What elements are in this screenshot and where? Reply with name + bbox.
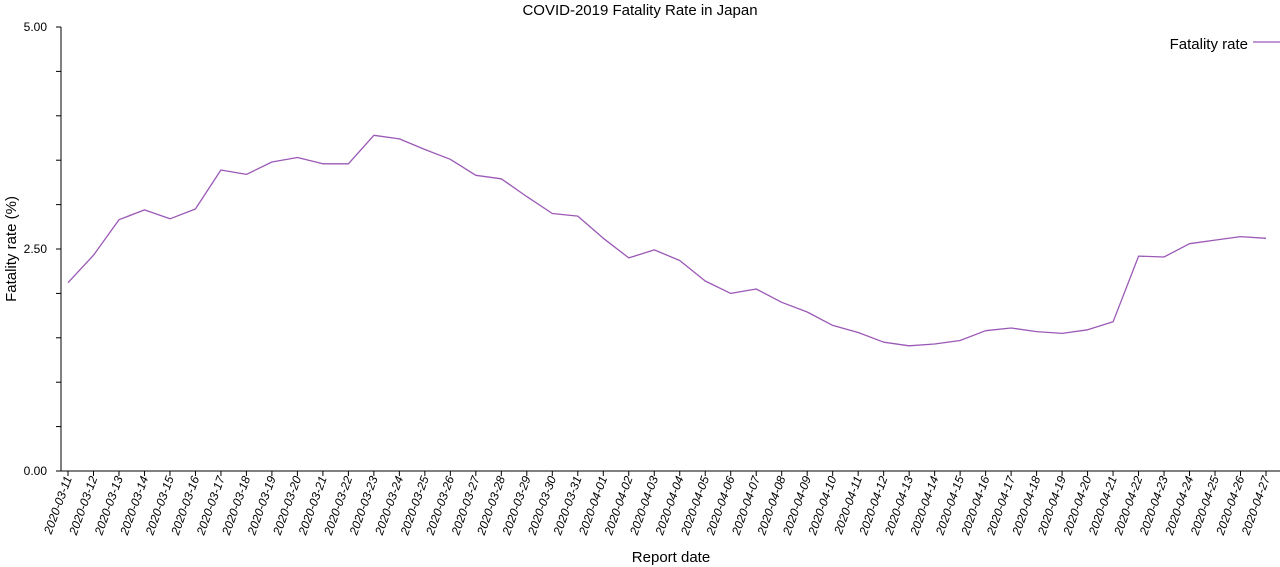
x-axis-label: Report date xyxy=(632,549,710,566)
series-line xyxy=(67,134,1267,347)
x-axis: 2020-03-112020-03-122020-03-132020-03-14… xyxy=(41,470,1280,538)
chart-title: COVID-2019 Fatality Rate in Japan xyxy=(522,2,757,19)
plot-area xyxy=(67,134,1267,347)
legend-label: Fatality rate xyxy=(1170,36,1248,53)
y-tick-label: 0.00 xyxy=(24,464,48,478)
y-axis: 0.00 2.50 5.00 xyxy=(24,20,62,478)
y-axis-label: Fatality rate (%) xyxy=(3,196,20,302)
legend: Fatality rate xyxy=(1170,36,1280,53)
y-tick-label: 5.00 xyxy=(24,20,48,34)
y-tick-label: 2.50 xyxy=(24,242,48,256)
